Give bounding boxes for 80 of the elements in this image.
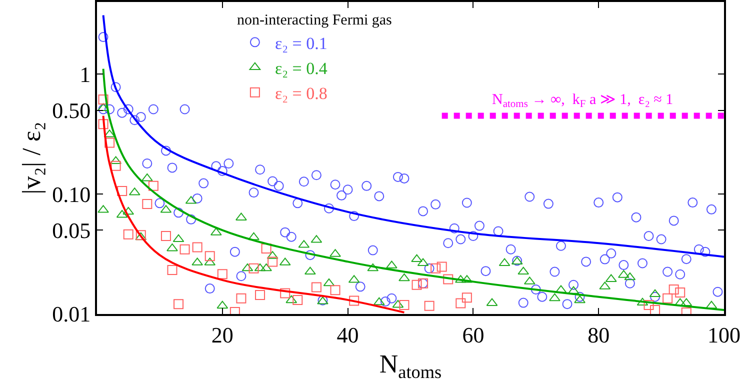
point [330, 285, 340, 296]
point [141, 173, 153, 182]
point [236, 293, 246, 304]
point [574, 295, 586, 304]
point [98, 119, 108, 130]
point [166, 243, 178, 252]
x-tick-label: 80 [588, 322, 610, 348]
point [323, 278, 335, 286]
point [462, 292, 472, 303]
point [636, 298, 648, 306]
point [424, 300, 434, 311]
legend-label: ε₂ = 0.4 [274, 58, 328, 78]
x-tick-label: 40 [336, 322, 359, 348]
legend-title: non-interacting Fermi gas [236, 12, 392, 29]
point [216, 300, 228, 309]
point [624, 272, 636, 280]
point [104, 138, 115, 148]
point [304, 266, 316, 275]
legend-label: ε₂ = 0.1 [274, 34, 328, 53]
line-series [102, 14, 724, 258]
y-tick-label: 0.05 [52, 218, 91, 243]
point [411, 254, 422, 262]
point [668, 284, 679, 295]
point [399, 300, 410, 310]
point [443, 274, 454, 284]
point [349, 296, 360, 306]
point [117, 186, 128, 196]
point [392, 300, 404, 308]
point [123, 229, 134, 240]
y-axis-title: |v₂| / ε₂ [17, 122, 46, 194]
point [255, 290, 266, 300]
point [398, 273, 410, 282]
point [142, 199, 152, 210]
point [436, 262, 447, 272]
point [280, 288, 290, 298]
point [706, 300, 718, 309]
point [160, 231, 171, 242]
point [662, 293, 673, 304]
x-tick-label: 100 [708, 322, 740, 348]
point [373, 297, 385, 306]
point [167, 264, 178, 275]
x-axis-title: N$_{atoms}$ [379, 350, 442, 382]
point [116, 210, 128, 218]
point [412, 280, 422, 290]
x-tick-label: 20 [211, 322, 234, 348]
point [192, 242, 202, 252]
point [260, 263, 272, 272]
y-tick-label: 1 [80, 62, 91, 87]
point [549, 293, 560, 302]
point [248, 263, 259, 274]
point [174, 299, 184, 310]
point [261, 243, 272, 254]
point [311, 282, 322, 292]
point [110, 160, 121, 171]
point [456, 298, 466, 308]
y-tick-label: 0.10 [52, 182, 91, 207]
point [254, 263, 266, 272]
point [217, 269, 228, 280]
point [204, 251, 215, 262]
point [649, 289, 661, 298]
point [122, 206, 134, 215]
x-tick-label: 60 [462, 322, 484, 348]
line-series [102, 114, 406, 314]
point [242, 263, 254, 272]
legend-label: ε₂ = 0.8 [274, 84, 328, 103]
point [98, 94, 108, 104]
point [148, 180, 158, 191]
point [268, 256, 278, 267]
series-label: N$_{atoms}$ → ∞, k$_{F}$ a ≫ 1, ε₂ ≈ 1 [492, 92, 674, 110]
point [292, 294, 303, 305]
point [518, 266, 530, 275]
point [286, 295, 298, 304]
point [367, 263, 379, 272]
point [180, 244, 190, 254]
point [430, 263, 441, 274]
point [644, 300, 654, 310]
y-tick-label: 0.01 [52, 302, 91, 327]
point [675, 288, 686, 298]
y-tick-label: 0.50 [52, 98, 91, 123]
point [172, 234, 184, 242]
